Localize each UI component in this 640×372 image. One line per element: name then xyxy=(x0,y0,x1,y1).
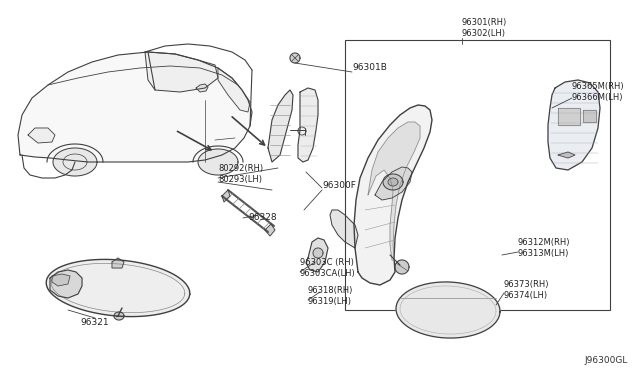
Text: 96328: 96328 xyxy=(248,214,276,222)
Polygon shape xyxy=(395,260,409,274)
Polygon shape xyxy=(330,210,358,248)
Polygon shape xyxy=(114,312,124,320)
Polygon shape xyxy=(53,148,97,176)
Polygon shape xyxy=(354,105,432,285)
Text: 96365M(RH)
96366M(LH): 96365M(RH) 96366M(LH) xyxy=(572,82,625,102)
Text: 96318(RH)
96319(LH): 96318(RH) 96319(LH) xyxy=(308,286,353,306)
Polygon shape xyxy=(396,282,500,338)
Text: 96303C (RH)
96303CA(LH): 96303C (RH) 96303CA(LH) xyxy=(300,258,356,278)
Polygon shape xyxy=(196,84,208,92)
Text: 80292(RH)
80293(LH): 80292(RH) 80293(LH) xyxy=(218,164,263,184)
Polygon shape xyxy=(298,88,318,162)
Polygon shape xyxy=(548,80,600,170)
Polygon shape xyxy=(375,167,412,200)
Polygon shape xyxy=(265,224,275,236)
Bar xyxy=(345,40,610,310)
Polygon shape xyxy=(198,149,238,175)
Polygon shape xyxy=(145,52,218,92)
Polygon shape xyxy=(388,178,398,186)
Text: 96373(RH)
96374(LH): 96373(RH) 96374(LH) xyxy=(504,280,550,300)
Polygon shape xyxy=(18,52,252,162)
Polygon shape xyxy=(222,190,230,202)
Text: 96321: 96321 xyxy=(81,318,109,327)
Polygon shape xyxy=(28,128,55,143)
Polygon shape xyxy=(368,122,420,260)
Polygon shape xyxy=(46,259,189,317)
Text: 96312M(RH)
96313M(LH): 96312M(RH) 96313M(LH) xyxy=(518,238,570,258)
Polygon shape xyxy=(558,152,575,158)
Polygon shape xyxy=(112,258,124,268)
Polygon shape xyxy=(218,68,250,112)
Polygon shape xyxy=(298,127,306,135)
Polygon shape xyxy=(383,174,403,190)
Text: 96300F: 96300F xyxy=(322,180,356,189)
Text: 96301B: 96301B xyxy=(352,64,387,73)
Text: 96301(RH)
96302(LH): 96301(RH) 96302(LH) xyxy=(462,18,508,38)
Polygon shape xyxy=(313,248,323,258)
Text: J96300GL: J96300GL xyxy=(584,356,628,365)
Polygon shape xyxy=(558,108,580,125)
Polygon shape xyxy=(583,110,596,122)
Polygon shape xyxy=(290,53,300,63)
Polygon shape xyxy=(306,238,328,272)
Polygon shape xyxy=(268,90,293,162)
Polygon shape xyxy=(52,274,70,286)
Polygon shape xyxy=(50,270,82,298)
